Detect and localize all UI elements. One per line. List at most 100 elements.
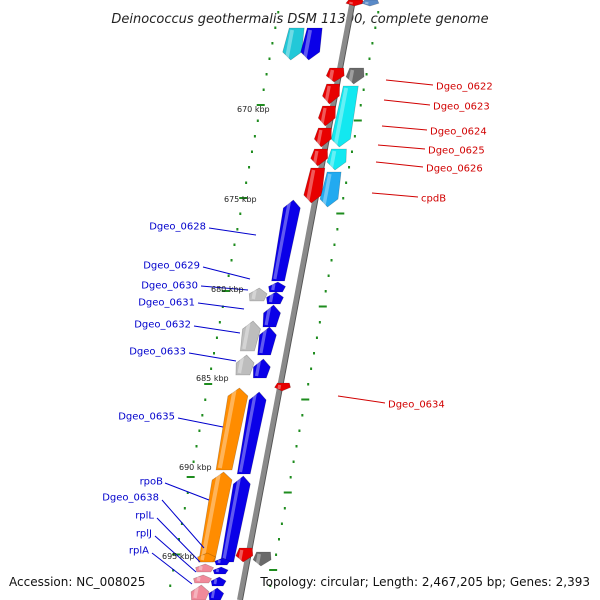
right-tick-minor-tick <box>298 429 301 432</box>
gene-cyan-lower <box>326 148 347 171</box>
leader-minus <box>188 352 237 362</box>
gene-dgeo-0628-highlight <box>273 201 291 280</box>
left-tick-minor-tick <box>248 166 251 169</box>
gene-dgeo-0638-highlight <box>222 477 241 561</box>
gene-rpll-orange <box>197 552 217 563</box>
right-tick-minor-tick <box>368 57 371 60</box>
left-tick-minor-tick <box>253 135 256 138</box>
left-tick-minor-tick <box>198 429 201 432</box>
left-tick-minor-tick <box>262 88 265 91</box>
left-tick-minor-tick <box>233 243 236 246</box>
right-tick-minor-tick <box>295 445 298 448</box>
gene-bottom-pink-highlight <box>193 586 199 599</box>
gene-bottom-gray <box>252 551 272 567</box>
gene-rpll <box>214 557 231 566</box>
gene-dgeo-0632-highlight <box>259 328 267 354</box>
gene-label-plus: Dgeo_0625 <box>428 146 485 157</box>
right-tick-minor-tick <box>350 150 353 153</box>
leader-minus <box>200 285 249 291</box>
gene-dgeo-0635-orange <box>215 387 249 471</box>
kbp-label: 675 kbp <box>224 195 257 204</box>
gene-label-minus: Dgeo_0630 <box>141 281 198 292</box>
gene-label-plus: Dgeo_0626 <box>426 164 483 175</box>
gene-label-plus: Dgeo_0623 <box>433 102 490 113</box>
gene-dgeo-0633 <box>253 358 271 379</box>
right-tick-minor-tick <box>280 522 283 525</box>
left-tick-minor-tick <box>183 507 186 510</box>
gene-top-steel <box>361 0 380 7</box>
right-tick-minor-tick <box>353 135 356 138</box>
gene-dgeo-0626 <box>310 148 328 167</box>
left-tick-minor-tick <box>227 274 230 277</box>
gene-label-minus: Dgeo_0628 <box>149 222 206 233</box>
left-tick-minor-tick <box>204 398 207 401</box>
right-tick-minor-tick <box>330 259 333 262</box>
gene-cpdb-red <box>303 167 326 204</box>
kbp-label: 690 kbp <box>179 463 212 472</box>
gene-dgeo-0631-highlight <box>264 306 272 326</box>
kbp-label: 670 kbp <box>237 105 270 114</box>
gene-rpla-pink <box>193 574 212 584</box>
gene-label-minus: rplL <box>135 511 154 522</box>
tick-marks <box>169 11 380 587</box>
leader-plus <box>383 99 431 106</box>
right-tick-minor-tick <box>359 104 362 107</box>
gene-label-minus: Dgeo_0631 <box>138 298 195 309</box>
gene-top-blue-highlight <box>303 29 312 59</box>
gene-dgeo-0630 <box>248 287 268 302</box>
right-tick-minor-tick <box>315 336 318 339</box>
gene-label-plus: cpdB <box>421 194 446 205</box>
leader-plus <box>385 79 434 86</box>
left-tick-minor-tick <box>210 367 213 370</box>
gene-rplj-pink <box>195 563 215 573</box>
right-tick-minor-tick <box>348 166 351 169</box>
right-tick-minor-tick <box>333 243 336 246</box>
left-tick-minor-tick <box>265 73 268 76</box>
left-tick-minor-tick <box>250 150 253 153</box>
left-tick-minor-tick <box>256 119 259 122</box>
gene-label-minus: rplA <box>129 546 149 557</box>
gene-top-blue <box>300 27 323 61</box>
right-tick-minor-tick <box>336 228 339 231</box>
leader-minus <box>197 302 245 310</box>
left-tick-minor-tick <box>177 538 180 541</box>
gene-rplj <box>212 566 229 575</box>
leader-plus <box>371 192 419 198</box>
right-tick-minor-tick <box>283 507 286 510</box>
gene-bottom-red-highlight <box>238 549 244 561</box>
right-tick-minor-tick <box>307 383 310 386</box>
gene-dgeo-0633-highlight <box>254 360 261 377</box>
left-tick-minor-tick <box>180 522 183 525</box>
gene-top-teal <box>282 27 305 61</box>
gene-rpll-orange-highlight <box>200 554 205 561</box>
leader-minus <box>151 552 193 585</box>
gene-dgeo-0634 <box>274 382 291 392</box>
gene-dgeo-0622b <box>345 67 365 85</box>
gene-top-red <box>345 0 365 7</box>
gene-cyan-block <box>330 85 359 148</box>
leader-minus <box>208 227 257 236</box>
gene-dgeo-0622 <box>325 67 345 83</box>
gene-dgeo-0635 <box>236 391 267 475</box>
accession-text: Accession: NC_008025 <box>9 575 146 589</box>
right-tick-minor-tick <box>374 26 377 29</box>
topology-text: Topology: circular; Length: 2,467,205 bp… <box>260 575 590 589</box>
gene-cyan-block-highlight <box>333 87 349 146</box>
gene-dgeo-0633-gray-highlight <box>237 356 245 374</box>
leader-minus <box>154 535 197 573</box>
gene-dgeo-0622-highlight <box>328 69 335 81</box>
right-tick-minor-tick <box>342 197 345 200</box>
gene-label-minus: rplJ <box>136 529 152 540</box>
right-tick-minor-tick <box>365 73 368 76</box>
leader-minus <box>156 517 201 563</box>
gene-dgeo-0625-highlight <box>316 129 323 146</box>
gene-dgeo-0634-highlight <box>277 384 282 390</box>
left-tick-minor-tick <box>192 460 195 463</box>
right-tick-minor-tick <box>318 321 321 324</box>
gene-rpob-highlight <box>200 473 221 561</box>
right-tick-minor-tick <box>289 476 292 479</box>
gene-dgeo-0629 <box>268 281 286 293</box>
right-tick-minor-tick <box>275 553 278 556</box>
